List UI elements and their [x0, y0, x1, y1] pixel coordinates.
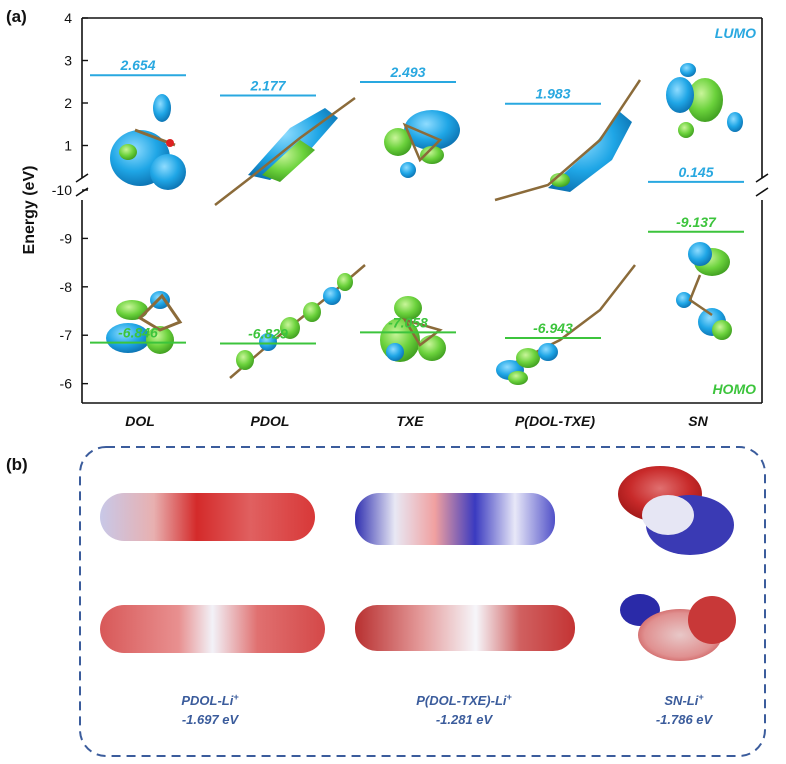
y-tick-label: 1 — [64, 138, 72, 154]
esp-maps — [100, 466, 736, 661]
y-tick-label: -7 — [60, 327, 73, 343]
x-tick-label: TXE — [396, 413, 424, 429]
annot-energy: -1.697 eV — [182, 712, 240, 727]
lumo-level-label: 2.654 — [119, 57, 155, 73]
svg-text:SN-Li+: SN-Li+ — [664, 692, 704, 708]
homo-level-label: -6.829 — [248, 326, 288, 342]
orbital-txe-homo — [380, 296, 446, 362]
orbital-pdoltxe-lumo — [494, 79, 642, 202]
x-axis-ticks: DOL PDOL TXE P(DOL-TXE) SN — [125, 413, 708, 429]
annot-name: SN-Li — [664, 693, 698, 708]
annot-energy: -1.786 eV — [656, 712, 714, 727]
y-tick-label: -9 — [60, 230, 73, 246]
panel-b-frame — [79, 446, 766, 757]
orbital-txe-lumo — [384, 110, 460, 178]
y-tick-label: 4 — [64, 10, 72, 26]
homo-level-label: -9.137 — [676, 214, 717, 230]
orbital-illustrations — [106, 63, 743, 385]
x-tick-label: P(DOL-TXE) — [515, 413, 595, 429]
orbital-dol-lumo — [110, 94, 186, 190]
orbital-pdoltxe-homo — [496, 264, 636, 385]
plot-frame — [81, 17, 763, 404]
orbital-pdol-lumo — [214, 96, 356, 206]
annotation-pdol-li: PDOL-Li+ -1.697 eV — [181, 692, 239, 727]
annot-energy: -1.281 eV — [436, 712, 494, 727]
orbital-sn-homo — [676, 242, 732, 340]
esp-sn — [618, 466, 734, 555]
axis-break-left — [75, 173, 89, 197]
x-tick-label: DOL — [125, 413, 155, 429]
homo-level-label: -7.058 — [388, 314, 428, 330]
energy-levels: 2.654 2.177 2.493 1.983 0.145 -6.846 -6.829 -7.… — [90, 57, 744, 345]
homo-level-label: -6.846 — [118, 325, 158, 341]
panel-a-label: (a) — [6, 7, 27, 26]
legend-homo: HOMO — [712, 381, 756, 397]
y-axis-label: Energy (eV) — [21, 166, 38, 255]
orbital-sn-lumo — [666, 63, 743, 138]
y-tick-label: -10 — [52, 182, 72, 198]
orbital-pdol-homo — [229, 264, 366, 379]
y-tick-label: 3 — [64, 53, 72, 69]
homo-level-label: -6.943 — [533, 320, 573, 336]
lumo-level-label: 2.177 — [249, 77, 286, 93]
legend-lumo: LUMO — [715, 25, 756, 41]
x-tick-label: SN — [688, 413, 708, 429]
annot-sup: + — [698, 692, 704, 702]
y-axis-ticks: 1 2 3 4 -6 -7 -8 -9 -10 — [52, 10, 88, 392]
annot-sup: + — [507, 692, 513, 702]
orbital-dol-homo — [106, 291, 183, 354]
esp-pdoltxe — [355, 493, 555, 545]
lumo-level-label: 0.145 — [678, 164, 713, 180]
axis-break-right — [755, 173, 769, 197]
y-tick-label: -6 — [60, 376, 73, 392]
annot-name: P(DOL-TXE)-Li — [416, 693, 507, 708]
y-tick-label: -8 — [60, 279, 73, 295]
annot-name: PDOL-Li — [181, 693, 233, 708]
esp-pdoltxe-li — [355, 605, 575, 651]
panel-b-label: (b) — [6, 455, 28, 474]
esp-pdol-li — [100, 605, 325, 653]
y-tick-label: 2 — [64, 95, 72, 111]
annotation-sn-li: SN-Li+ -1.786 eV — [656, 692, 714, 727]
x-tick-label: PDOL — [251, 413, 290, 429]
svg-text:P(DOL-TXE)-Li+: P(DOL-TXE)-Li+ — [416, 692, 512, 708]
esp-sn-li — [620, 594, 736, 661]
annot-sup: + — [233, 692, 239, 702]
lumo-level-label: 1.983 — [535, 86, 570, 102]
esp-pdol — [100, 493, 315, 541]
svg-text:PDOL-Li+: PDOL-Li+ — [181, 692, 239, 708]
annotation-pdoltxe-li: P(DOL-TXE)-Li+ -1.281 eV — [416, 692, 512, 727]
lumo-level-label: 2.493 — [389, 64, 425, 80]
